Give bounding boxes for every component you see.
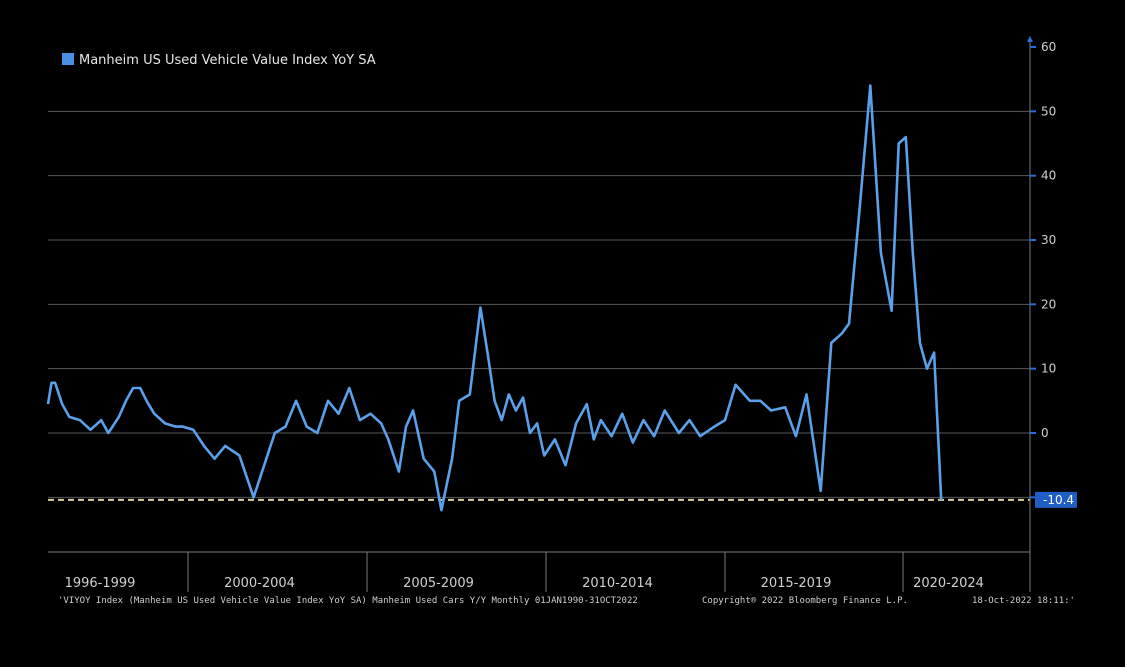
legend-swatch <box>62 53 74 65</box>
series-group <box>46 84 943 512</box>
x-period-label: 2020-2024 <box>913 576 984 591</box>
x-period-label: 2010-2014 <box>582 576 653 591</box>
gridlines <box>48 110 1030 498</box>
x-period-label: 2005-2009 <box>403 576 474 591</box>
last-value-box <box>1035 491 1077 508</box>
axes <box>48 36 1033 553</box>
x-period-label: 2015-2019 <box>761 576 832 591</box>
y-tick-label: 20 <box>1041 297 1056 311</box>
y-tick-label: 40 <box>1041 169 1056 183</box>
x-period-label: 2000-2004 <box>224 576 295 591</box>
last-value-label: -10.4 <box>1043 493 1074 507</box>
y-tick-label: 30 <box>1041 233 1056 247</box>
y-axis-arrow <box>1027 36 1033 42</box>
footer-timestamp: 18-Oct-2022 18:11:' <box>972 596 1075 606</box>
x-period-label: 1996-1999 <box>65 576 136 591</box>
y-tick-label: 50 <box>1041 104 1056 118</box>
last-value-marker: -10.4 <box>1035 491 1077 508</box>
footer-copyright: Copyright® 2022 Bloomberg Finance L.P. <box>702 596 908 606</box>
legend-label: Manheim US Used Vehicle Value Index YoY … <box>79 53 376 68</box>
y-tick-label: 0 <box>1041 426 1049 440</box>
y-tick-label: 60 <box>1041 40 1056 54</box>
legend: Manheim US Used Vehicle Value Index YoY … <box>62 53 376 68</box>
series-line <box>46 84 943 512</box>
x-period-labels: 1996-1999 2000-2004 2005-2009 2010-2014 2015… <box>65 552 1031 592</box>
y-tick-label: 10 <box>1041 362 1056 376</box>
footer-source: 'VIYOY Index (Manheim US Used Vehicle Va… <box>58 596 638 606</box>
y-tick-labels: 0 10 20 30 40 50 60 <box>1030 40 1056 499</box>
